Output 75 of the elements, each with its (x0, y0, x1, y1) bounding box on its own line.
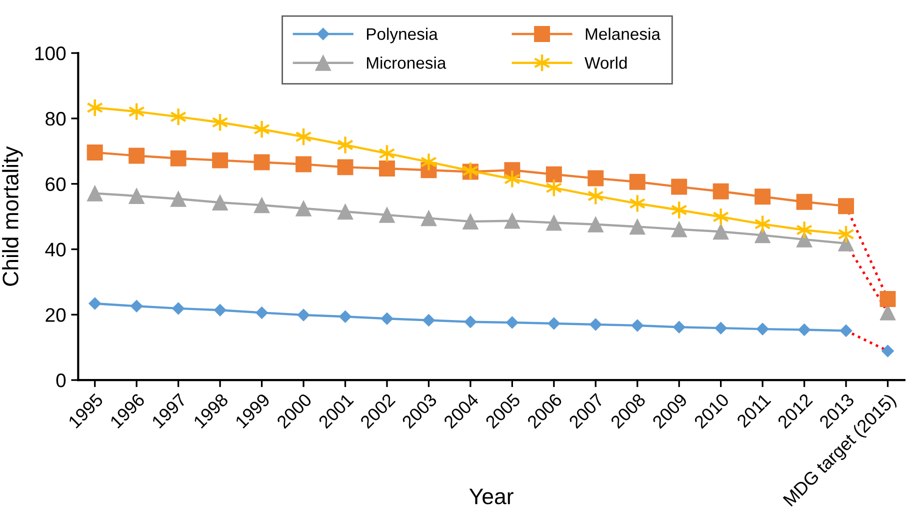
point (548, 317, 560, 330)
point (380, 312, 394, 325)
x-axis-title: Year (469, 488, 514, 504)
point (754, 188, 771, 205)
y-tick-label: 100 (35, 46, 66, 60)
point (420, 210, 437, 226)
point (796, 220, 813, 240)
point (170, 190, 186, 207)
point (672, 320, 686, 334)
point (128, 188, 145, 204)
y-tick-label: 20 (46, 308, 66, 322)
point (588, 170, 604, 186)
point (296, 200, 312, 216)
point (337, 159, 354, 176)
point (714, 322, 728, 334)
point (712, 224, 729, 240)
point (589, 318, 602, 331)
point (128, 148, 145, 164)
legend-label: Polynesia (366, 28, 438, 44)
point (130, 300, 143, 312)
point (86, 185, 103, 202)
point (671, 221, 688, 238)
y-tick-label: 0 (56, 374, 66, 388)
point (170, 150, 186, 166)
point (464, 316, 477, 328)
legend-label: Melanesia (586, 28, 660, 40)
legend-label: Micronesia (366, 56, 446, 69)
point (796, 194, 812, 210)
point (838, 235, 854, 252)
point (712, 207, 730, 226)
point (378, 206, 395, 223)
y-tick-label: 60 (46, 177, 66, 192)
point (629, 218, 646, 235)
point (214, 304, 226, 316)
point (253, 120, 270, 139)
point (798, 323, 811, 336)
point (882, 344, 894, 358)
point (504, 212, 520, 229)
point (378, 160, 395, 176)
point (587, 186, 604, 206)
point (256, 306, 268, 319)
point (172, 302, 185, 315)
point (838, 198, 854, 214)
point (420, 152, 438, 172)
point (840, 324, 852, 337)
point (337, 204, 354, 220)
point (254, 197, 270, 214)
y-axis-title: Child mortality (2, 146, 23, 286)
point (588, 216, 604, 232)
point (880, 290, 896, 307)
point (212, 152, 228, 168)
point (756, 322, 769, 336)
point (296, 156, 312, 172)
point (506, 316, 518, 329)
point (339, 310, 352, 323)
point (754, 227, 771, 244)
point (504, 170, 521, 188)
point (254, 154, 270, 170)
point (297, 308, 310, 322)
legend-label: World (584, 56, 627, 69)
point (212, 194, 228, 210)
point (631, 319, 644, 332)
point (170, 107, 187, 126)
point (712, 183, 729, 200)
point (336, 135, 354, 154)
point (671, 178, 688, 195)
y-tick-label: 40 (45, 242, 66, 256)
point (546, 166, 562, 182)
point (86, 144, 103, 160)
point (422, 314, 435, 326)
y-tick-label: 80 (46, 112, 66, 126)
point (546, 214, 562, 231)
point (629, 174, 646, 190)
point (88, 297, 102, 310)
point (462, 213, 478, 230)
